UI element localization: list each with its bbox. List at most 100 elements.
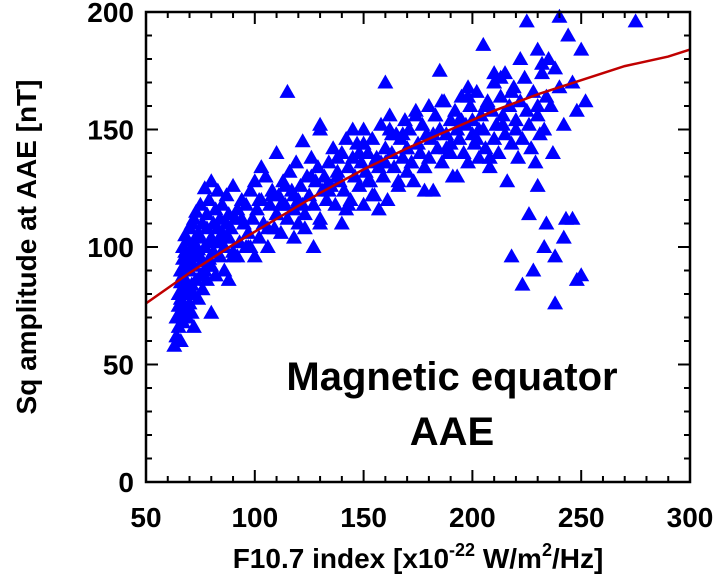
data-point	[246, 248, 263, 263]
data-point	[279, 210, 296, 225]
data-point	[427, 107, 444, 122]
data-point	[477, 98, 494, 112]
data-point	[305, 239, 322, 253]
data-point	[383, 126, 400, 141]
data-point	[303, 168, 320, 183]
data-point	[497, 126, 514, 141]
data-point	[216, 229, 233, 244]
data-point	[218, 187, 235, 202]
data-point	[547, 60, 564, 75]
data-point	[555, 229, 572, 244]
data-point	[399, 163, 416, 178]
data-point	[316, 168, 333, 183]
data-point	[185, 210, 202, 225]
data-point	[520, 206, 537, 221]
data-point	[338, 130, 355, 145]
data-point	[203, 173, 220, 188]
data-point	[494, 116, 511, 131]
data-point	[181, 286, 198, 300]
data-point	[196, 180, 213, 195]
data-point	[527, 154, 544, 169]
data-point	[568, 271, 585, 286]
data-point	[555, 116, 572, 131]
data-point	[312, 215, 329, 230]
data-point	[320, 154, 337, 169]
data-point	[420, 98, 437, 112]
data-point	[185, 318, 202, 333]
data-points	[166, 8, 644, 352]
data-point	[190, 290, 207, 305]
data-point	[272, 224, 289, 239]
data-point	[542, 98, 559, 112]
data-point	[194, 281, 211, 296]
data-point	[475, 36, 492, 51]
data-point	[303, 149, 320, 164]
data-point	[557, 210, 574, 225]
data-point	[229, 248, 246, 263]
data-point	[211, 248, 228, 263]
data-point	[257, 168, 274, 183]
data-point	[433, 93, 450, 108]
data-point	[327, 196, 344, 211]
data-point	[516, 69, 533, 84]
data-point	[386, 159, 403, 174]
y-tick-label: 150	[87, 115, 134, 146]
data-point	[292, 177, 309, 192]
data-point	[544, 145, 561, 159]
data-point	[285, 229, 302, 244]
y-tick-labels: 0 50 100 150 200	[87, 0, 134, 498]
data-point	[203, 304, 220, 319]
x-tick-label: 50	[130, 502, 161, 533]
data-point	[534, 55, 551, 70]
data-point	[329, 149, 346, 164]
data-point	[470, 149, 487, 164]
data-point	[499, 173, 516, 188]
data-point	[529, 177, 546, 192]
data-point	[529, 98, 546, 112]
data-point	[449, 121, 466, 136]
data-point	[529, 107, 546, 122]
data-point	[340, 196, 357, 211]
data-point	[507, 121, 524, 136]
x-tick-label: 100	[231, 502, 278, 533]
data-point	[518, 13, 535, 28]
data-point	[375, 168, 392, 183]
data-point	[201, 234, 218, 249]
data-point	[251, 192, 268, 206]
data-point	[188, 203, 205, 218]
x-axis-title: F10.7 index [x10-22 W/m2/Hz]	[233, 540, 604, 574]
data-point	[407, 107, 424, 122]
data-point	[377, 74, 394, 89]
data-point	[240, 239, 257, 253]
x-tick-label: 300	[667, 502, 714, 533]
data-point	[470, 121, 487, 136]
data-point	[214, 196, 231, 211]
y-tick-label: 0	[118, 467, 134, 498]
data-point	[503, 248, 520, 263]
data-point	[390, 173, 407, 188]
data-point	[568, 102, 585, 117]
data-point	[312, 116, 329, 131]
data-point	[538, 215, 555, 230]
data-point	[425, 126, 442, 141]
annotation-line-2: AAE	[410, 410, 494, 454]
data-point	[547, 295, 564, 310]
data-point	[168, 328, 185, 343]
data-point	[403, 154, 420, 169]
data-point	[305, 196, 322, 211]
data-point	[534, 65, 551, 80]
data-point	[220, 271, 237, 286]
data-point	[246, 173, 263, 188]
data-point	[416, 182, 433, 197]
x-tick-labels: 50 100 150 200 250 300	[130, 502, 713, 533]
data-point	[296, 220, 313, 235]
data-point	[523, 140, 540, 155]
data-point	[351, 177, 368, 192]
data-point	[209, 182, 226, 197]
x-tick-label: 150	[340, 502, 387, 533]
y-tick-label: 200	[87, 0, 134, 28]
data-point	[507, 112, 524, 127]
fit-curve	[145, 48, 691, 305]
x-tick-label: 250	[558, 502, 605, 533]
